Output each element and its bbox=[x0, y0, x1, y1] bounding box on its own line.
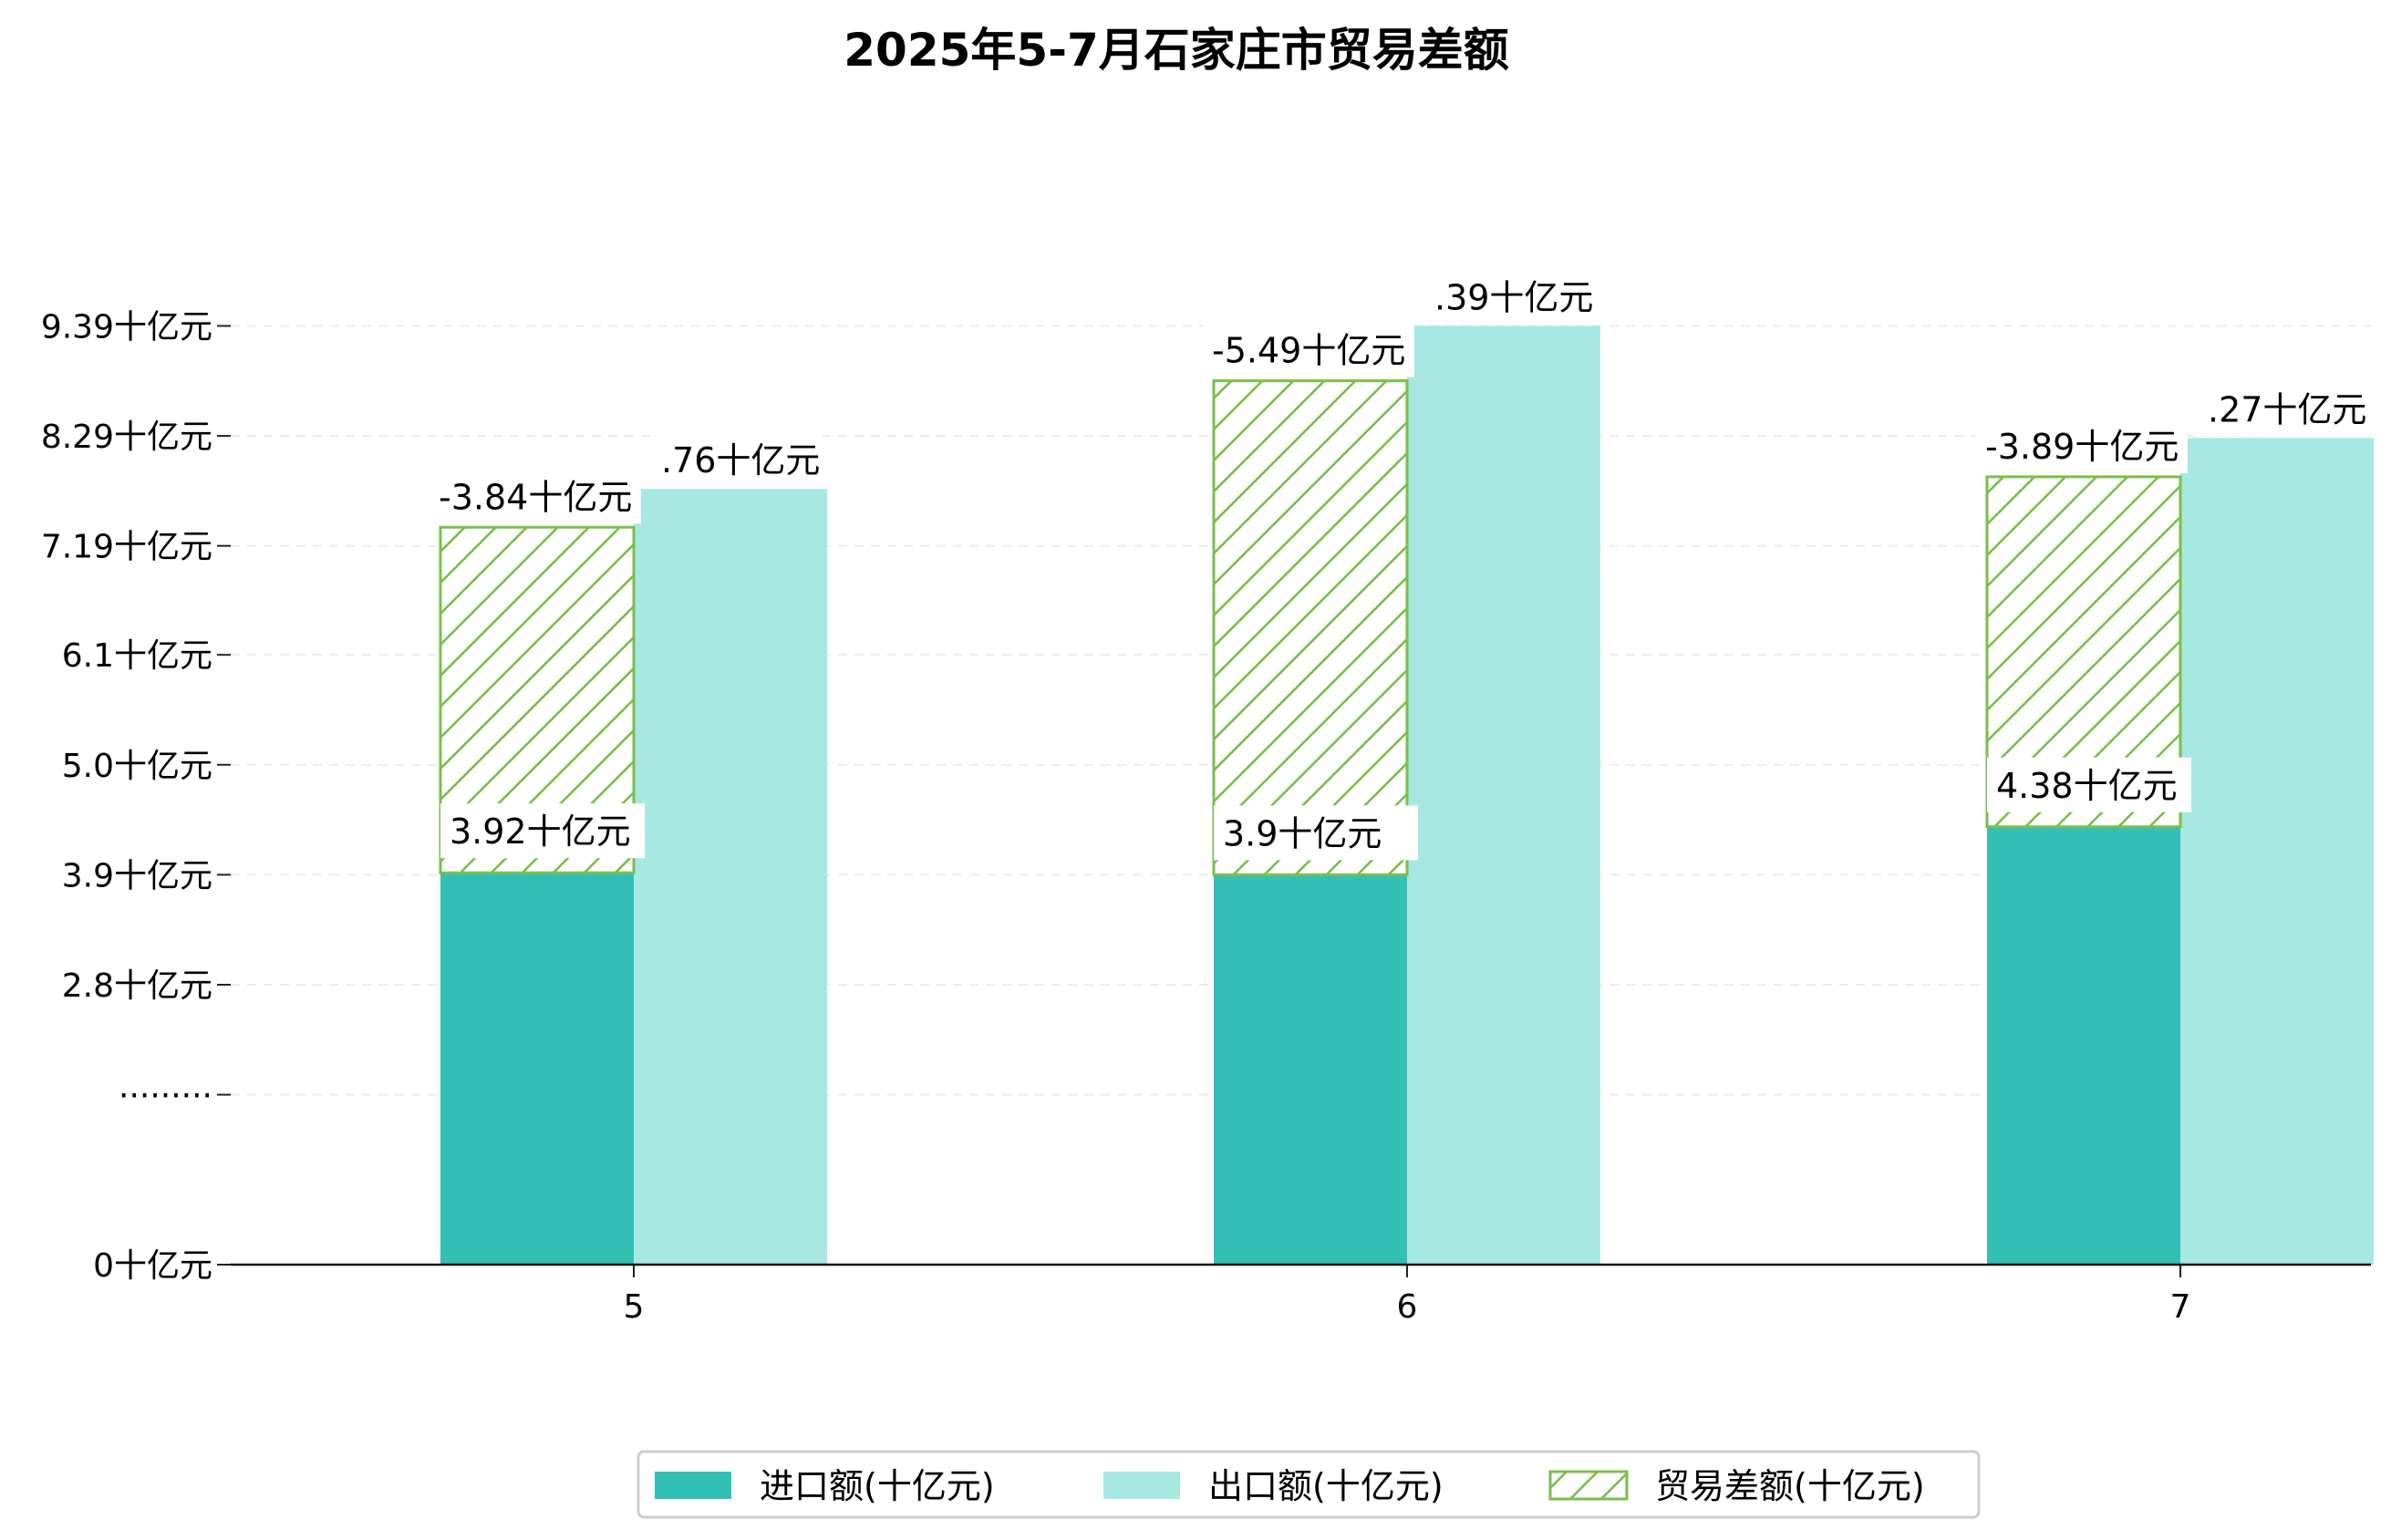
import-value-label-box bbox=[1987, 757, 2191, 812]
y-tick-label: 0十亿元 bbox=[93, 1247, 212, 1285]
y-tick-label: 2.8十亿元 bbox=[62, 967, 212, 1005]
balance-value-label-box bbox=[430, 469, 641, 524]
data-labels: .76十亿元 -3.84十亿元 3.92十亿元 .39十亿元 -5.49十亿元 3.9十亿… bbox=[430, 269, 2369, 861]
legend-swatch bbox=[655, 1472, 731, 1499]
import-bar bbox=[1987, 826, 2180, 1265]
bars bbox=[439, 326, 2374, 1266]
balance-value-label: -3.84十亿元 bbox=[439, 477, 632, 517]
chart-title: 2025年5-7月石家庄市贸易差额 bbox=[844, 24, 1509, 77]
axes: 0十亿元 ········· 2.8十亿元 3.9十亿元 5.0十亿元 6.1十亿元 7.1… bbox=[41, 308, 2371, 1326]
export-value-label: .39十亿元 bbox=[1434, 277, 1593, 317]
import-value-label-box bbox=[440, 803, 645, 859]
export-value-label-box bbox=[1425, 269, 1596, 325]
balance-value-label-box bbox=[1203, 322, 1414, 377]
legend-frame bbox=[637, 1450, 1981, 1519]
export-bar bbox=[1407, 326, 1600, 1265]
legend-label: 贸易差额(十亿元) bbox=[1655, 1466, 1925, 1506]
export-value-label: .27十亿元 bbox=[2208, 389, 2366, 429]
export-bar bbox=[634, 489, 827, 1265]
legend-swatch bbox=[1548, 1470, 1629, 1501]
export-value-label-box bbox=[652, 432, 823, 488]
y-tick-label: 5.0十亿元 bbox=[62, 748, 212, 785]
x-tick-label: 6 bbox=[1397, 1288, 1418, 1326]
balance-bar bbox=[1212, 379, 1409, 876]
import-bar bbox=[440, 873, 634, 1265]
balance-value-label: -3.89十亿元 bbox=[1985, 427, 2179, 467]
balance-value-label: -5.49十亿元 bbox=[1212, 331, 1405, 371]
x-tick-label: 5 bbox=[624, 1288, 645, 1326]
export-value-label: .76十亿元 bbox=[661, 440, 820, 481]
import-value-label: 3.9十亿元 bbox=[1223, 813, 1382, 853]
import-value-label: 3.92十亿元 bbox=[450, 811, 631, 852]
balance-value-label-box bbox=[1976, 418, 2188, 473]
import-value-label: 4.38十亿元 bbox=[1996, 766, 2178, 806]
y-tick-label: 8.29十亿元 bbox=[41, 419, 212, 456]
legend-label: 出口额(十亿元) bbox=[1208, 1466, 1444, 1506]
export-value-label-box bbox=[2199, 381, 2369, 437]
y-tick-label: 7.19十亿元 bbox=[41, 529, 212, 566]
y-tick-label: 9.39十亿元 bbox=[41, 308, 212, 346]
legend-label: 进口额(十亿元) bbox=[760, 1466, 995, 1506]
y-tick-label: 3.9十亿元 bbox=[62, 857, 212, 894]
y-tick-label: 6.1十亿元 bbox=[62, 637, 212, 675]
y-tick-label: ········· bbox=[119, 1078, 212, 1115]
import-value-label-box bbox=[1214, 805, 1418, 861]
legend: 进口额(十亿元) 出口额(十亿元) 贸易差额(十亿元) bbox=[637, 1450, 1981, 1519]
import-bar bbox=[1214, 874, 1407, 1265]
legend-swatch bbox=[1103, 1472, 1180, 1499]
x-tick-label: 7 bbox=[2170, 1288, 2191, 1326]
export-bar bbox=[2180, 438, 2374, 1266]
